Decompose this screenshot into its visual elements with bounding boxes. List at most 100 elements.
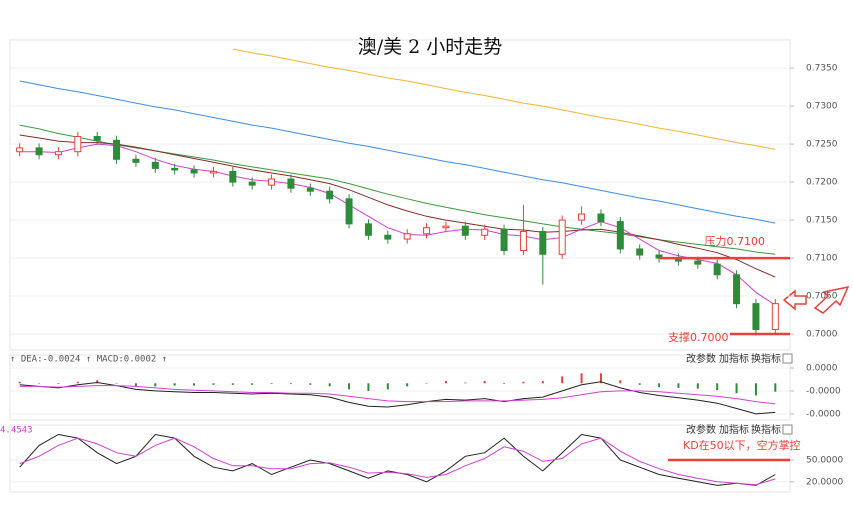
macd-bar (716, 383, 719, 391)
macd-bar (619, 380, 622, 384)
macd-bar (251, 383, 254, 385)
macd-bar (57, 383, 60, 385)
candle-body (364, 223, 372, 236)
macd-bar (173, 383, 176, 386)
y-tick-label: 50.0000 (806, 455, 843, 465)
macd-bar (134, 383, 137, 387)
indicator-line (232, 48, 776, 150)
candle-body (694, 260, 702, 265)
candle-body (306, 187, 314, 192)
kd-header: 4.4543 (0, 426, 33, 436)
y-tick-label: 0.7100 (806, 254, 838, 264)
candle-body (384, 234, 392, 240)
macd-bar (522, 381, 525, 384)
candle-body (326, 190, 334, 200)
candle-body (74, 135, 82, 153)
candle-body (539, 230, 547, 255)
macd-bar (541, 381, 544, 384)
y-tick-label: 0.7350 (806, 64, 838, 74)
macd-bar (328, 383, 331, 387)
macd-bar (212, 383, 215, 385)
tool-button[interactable]: 改参数 (686, 423, 716, 436)
y-tick-label: 20.0000 (806, 477, 843, 487)
macd-bar (270, 383, 273, 385)
candle-body (287, 178, 295, 189)
candle-body (35, 147, 43, 156)
annotation: 压力0.7100 (705, 235, 766, 248)
toolbar-macd: 改参数 加指标 换指标 (686, 352, 793, 365)
macd-bar (580, 373, 583, 384)
candle-body (132, 158, 140, 163)
arrow-up-right (813, 285, 850, 314)
candle-body (636, 248, 644, 256)
candle-body (655, 254, 663, 259)
candle-body (113, 139, 121, 160)
macd-bar (367, 383, 370, 391)
candle-body (616, 221, 624, 250)
indicator-line (19, 381, 776, 415)
y-tick-label: 0.7000 (806, 330, 838, 340)
tool-button[interactable]: 换指标 (751, 352, 781, 365)
macd-bar (289, 383, 292, 385)
macd-bar (774, 383, 777, 392)
y-tick-label: 0.7150 (806, 216, 838, 226)
y-tick-label: 0.7300 (806, 102, 838, 112)
macd-bar (503, 383, 506, 385)
macd-bar (483, 381, 486, 384)
macd-bar (638, 383, 641, 385)
indicator-line (19, 437, 776, 486)
close-button[interactable] (782, 353, 793, 364)
candle-body (733, 274, 741, 305)
y-tick-label: 0.7200 (806, 178, 838, 188)
candle-body (481, 228, 489, 236)
candle-body (597, 213, 605, 223)
indicator-line (19, 385, 776, 405)
tool-button[interactable]: 换指标 (751, 423, 781, 436)
close-button[interactable] (782, 424, 793, 435)
tool-button[interactable]: 改参数 (686, 352, 716, 365)
candle-body (229, 170, 237, 183)
macd-bar (696, 383, 699, 389)
y-tick-label: 0.7050 (806, 292, 838, 302)
y-tick-label: -0.0000 (806, 409, 841, 419)
candle-body (190, 169, 198, 174)
tool-button[interactable]: 加指标 (719, 352, 749, 365)
macd-bar (115, 383, 118, 384)
candle-body (423, 227, 431, 235)
macd-bar (561, 376, 564, 384)
candle-body (209, 170, 217, 174)
indicator-line (19, 134, 776, 278)
macd-bar (193, 383, 196, 386)
macd-bar (599, 373, 602, 384)
candle-body (403, 233, 411, 240)
candle-body (442, 225, 450, 229)
candle-body (345, 198, 353, 225)
macd-bar (154, 383, 157, 387)
candle-body (752, 303, 760, 330)
candle-body (519, 230, 527, 251)
tool-button[interactable]: 加指标 (719, 423, 749, 436)
macd-panel (9, 354, 791, 421)
macd-bar (444, 381, 447, 384)
macd-bar (677, 383, 680, 388)
macd-bar (96, 380, 99, 384)
candle-body (171, 167, 179, 171)
y-tick-label: 0.0000 (806, 364, 838, 374)
candle-body (248, 181, 256, 186)
macd-bar (425, 383, 428, 384)
macd-bar (18, 381, 21, 384)
candle-body (151, 161, 159, 169)
arrow-left (782, 289, 807, 311)
indicator-line (19, 80, 776, 224)
annotation: 支撑0.7000 (668, 330, 729, 344)
macd-bar (464, 382, 467, 384)
kd-panel (9, 424, 791, 493)
candle-body (16, 147, 24, 153)
candle-body (268, 178, 276, 186)
candle-body (54, 151, 62, 156)
candle-body (578, 213, 586, 221)
y-tick-label: -0.0000 (806, 386, 841, 396)
candle-body (771, 303, 779, 330)
macd-bar (38, 383, 41, 384)
